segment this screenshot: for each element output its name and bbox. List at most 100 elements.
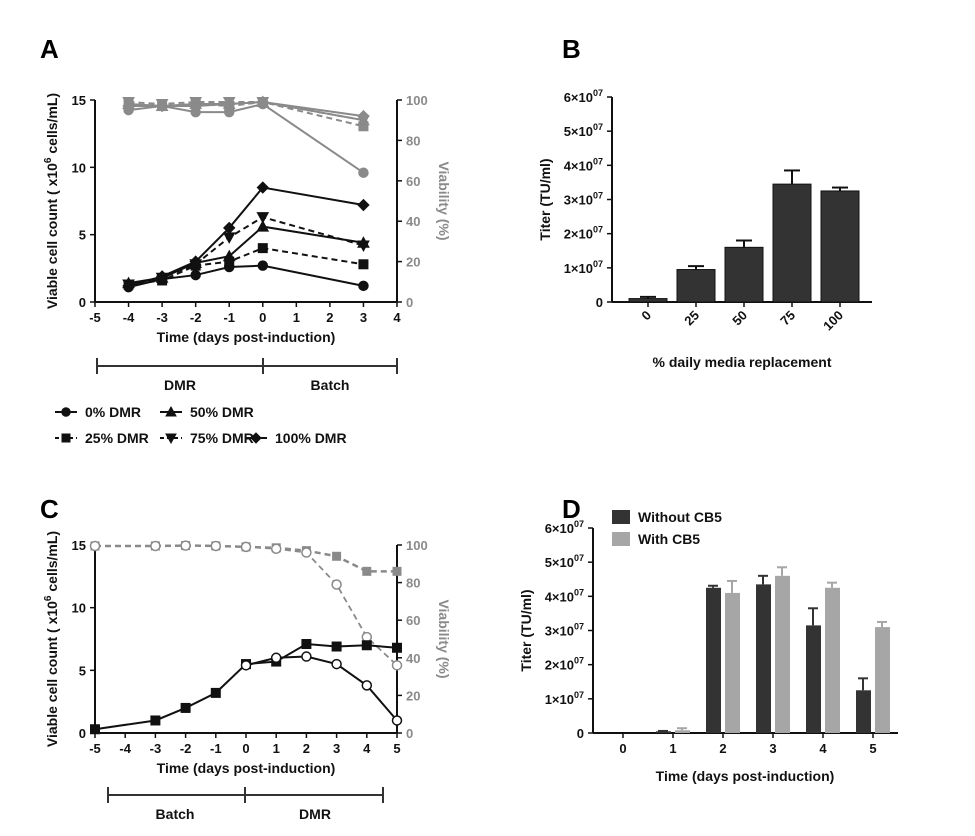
y-tick-label: 10 bbox=[72, 601, 86, 616]
panel-label-a: A bbox=[40, 34, 59, 64]
x-tick-label: 75 bbox=[777, 308, 798, 329]
cells-point bbox=[90, 724, 100, 735]
viability-point bbox=[301, 547, 312, 558]
x-tick-label: 4 bbox=[363, 741, 371, 756]
y-tick-label: 0 bbox=[596, 295, 603, 310]
y-tick-label: 6×1007 bbox=[545, 519, 584, 536]
bar bbox=[756, 584, 771, 733]
y2-tick-label: 60 bbox=[406, 174, 420, 189]
panel-d: 0 1×1007 2×1007 3×1007 4×1007 5×1007 6×1007 Tit… bbox=[518, 509, 898, 784]
y2-tick-label: 20 bbox=[406, 688, 420, 703]
cells-point bbox=[256, 181, 269, 194]
viability-point bbox=[256, 95, 269, 109]
viability-point bbox=[357, 109, 370, 123]
x-tick-label: 4 bbox=[393, 310, 401, 325]
y-tick-label: 0 bbox=[79, 726, 86, 741]
y2-tick-label: 100 bbox=[406, 93, 428, 108]
x-tick-label: -3 bbox=[150, 741, 162, 756]
y-tick-label: 3×1007 bbox=[564, 191, 603, 208]
viability-point bbox=[223, 97, 236, 111]
viability-point bbox=[392, 566, 402, 576]
x-tick-label: 4 bbox=[819, 741, 827, 756]
x-tick-label: -2 bbox=[180, 741, 192, 756]
cells-point bbox=[331, 641, 342, 652]
cells-point bbox=[256, 212, 270, 224]
bar bbox=[825, 587, 840, 733]
legend-marker bbox=[250, 432, 262, 444]
legend-marker bbox=[165, 405, 177, 417]
y-tick-label: 4×1007 bbox=[564, 156, 603, 173]
bar bbox=[772, 183, 812, 303]
x-tick-label: 0 bbox=[259, 310, 266, 325]
cells-point bbox=[256, 220, 270, 232]
panel-label-c: C bbox=[40, 494, 59, 524]
x-axis-label: % daily media replacement bbox=[653, 354, 832, 370]
x-axis-label: Time (days post-induction) bbox=[157, 329, 336, 345]
legend-marker bbox=[61, 433, 71, 443]
viability-point bbox=[180, 540, 191, 551]
y-axis-label: Titer (TU/ml) bbox=[518, 589, 534, 671]
y-tick-label: 5 bbox=[79, 228, 86, 243]
y2-tick-label: 60 bbox=[406, 613, 420, 628]
x-tick-label: -1 bbox=[223, 310, 235, 325]
panel-label-d: D bbox=[562, 494, 581, 524]
phase-label: Batch bbox=[156, 806, 195, 822]
bar bbox=[856, 690, 871, 733]
x-tick-label: 3 bbox=[360, 310, 367, 325]
panel-label-b: B bbox=[562, 34, 581, 64]
cells-point bbox=[257, 260, 269, 271]
legend-label: 0% DMR bbox=[85, 404, 141, 420]
viability-point bbox=[240, 541, 252, 553]
y-tick-label: 5 bbox=[79, 663, 86, 678]
legend-label: Without CB5 bbox=[638, 509, 722, 525]
y2-tick-label: 80 bbox=[406, 133, 420, 148]
y-tick-label: 4×1007 bbox=[545, 587, 584, 604]
cells-point bbox=[210, 687, 221, 698]
cells-point bbox=[391, 715, 403, 726]
legend-swatch bbox=[612, 532, 630, 546]
x-tick-label: -3 bbox=[156, 310, 168, 325]
y-tick-label: 15 bbox=[72, 538, 86, 553]
y-tick-label: 1×1007 bbox=[564, 259, 603, 276]
cells-point bbox=[361, 640, 372, 651]
x-tick-label: 5 bbox=[869, 741, 876, 756]
legend-label: 75% DMR bbox=[190, 430, 254, 446]
cells-point bbox=[361, 680, 373, 691]
viability-point bbox=[358, 167, 369, 178]
cells-point bbox=[240, 660, 252, 671]
bar bbox=[725, 592, 740, 733]
y-tick-label: 5×1007 bbox=[545, 553, 584, 570]
viability-point bbox=[270, 543, 282, 555]
cells-point bbox=[150, 715, 161, 726]
cells-point bbox=[222, 249, 236, 262]
x-tick-label: 2 bbox=[719, 741, 726, 756]
cells-line-filled bbox=[94, 642, 398, 731]
bar bbox=[724, 246, 764, 303]
bar bbox=[775, 575, 790, 733]
cells-point bbox=[357, 240, 370, 252]
y-tick-label: 10 bbox=[72, 160, 86, 175]
cells-line-3 bbox=[128, 216, 364, 286]
x-tick-label: -4 bbox=[119, 741, 131, 756]
viability-point bbox=[155, 99, 169, 113]
bar bbox=[628, 298, 668, 303]
cells-point bbox=[222, 232, 236, 244]
y-tick-label: 3×1007 bbox=[545, 622, 584, 639]
x-tick-label: 0 bbox=[242, 741, 249, 756]
cells-point bbox=[358, 280, 369, 292]
cells-point bbox=[155, 270, 169, 283]
viability-line-open bbox=[95, 544, 398, 666]
bar bbox=[675, 730, 690, 733]
viability-point bbox=[122, 99, 135, 113]
y-axis-label: Viable cell count ( x106 cells/mL) bbox=[43, 531, 60, 747]
legend-marker bbox=[165, 433, 177, 445]
viability-point bbox=[150, 540, 161, 552]
x-tick-label: 1 bbox=[273, 741, 280, 756]
x-tick-label: -5 bbox=[89, 741, 101, 756]
phase-label: DMR bbox=[164, 377, 196, 393]
cells-point bbox=[331, 658, 342, 670]
cells-point bbox=[392, 642, 402, 653]
x-tick-label: -2 bbox=[190, 310, 202, 325]
x-tick-label: 1 bbox=[293, 310, 300, 325]
